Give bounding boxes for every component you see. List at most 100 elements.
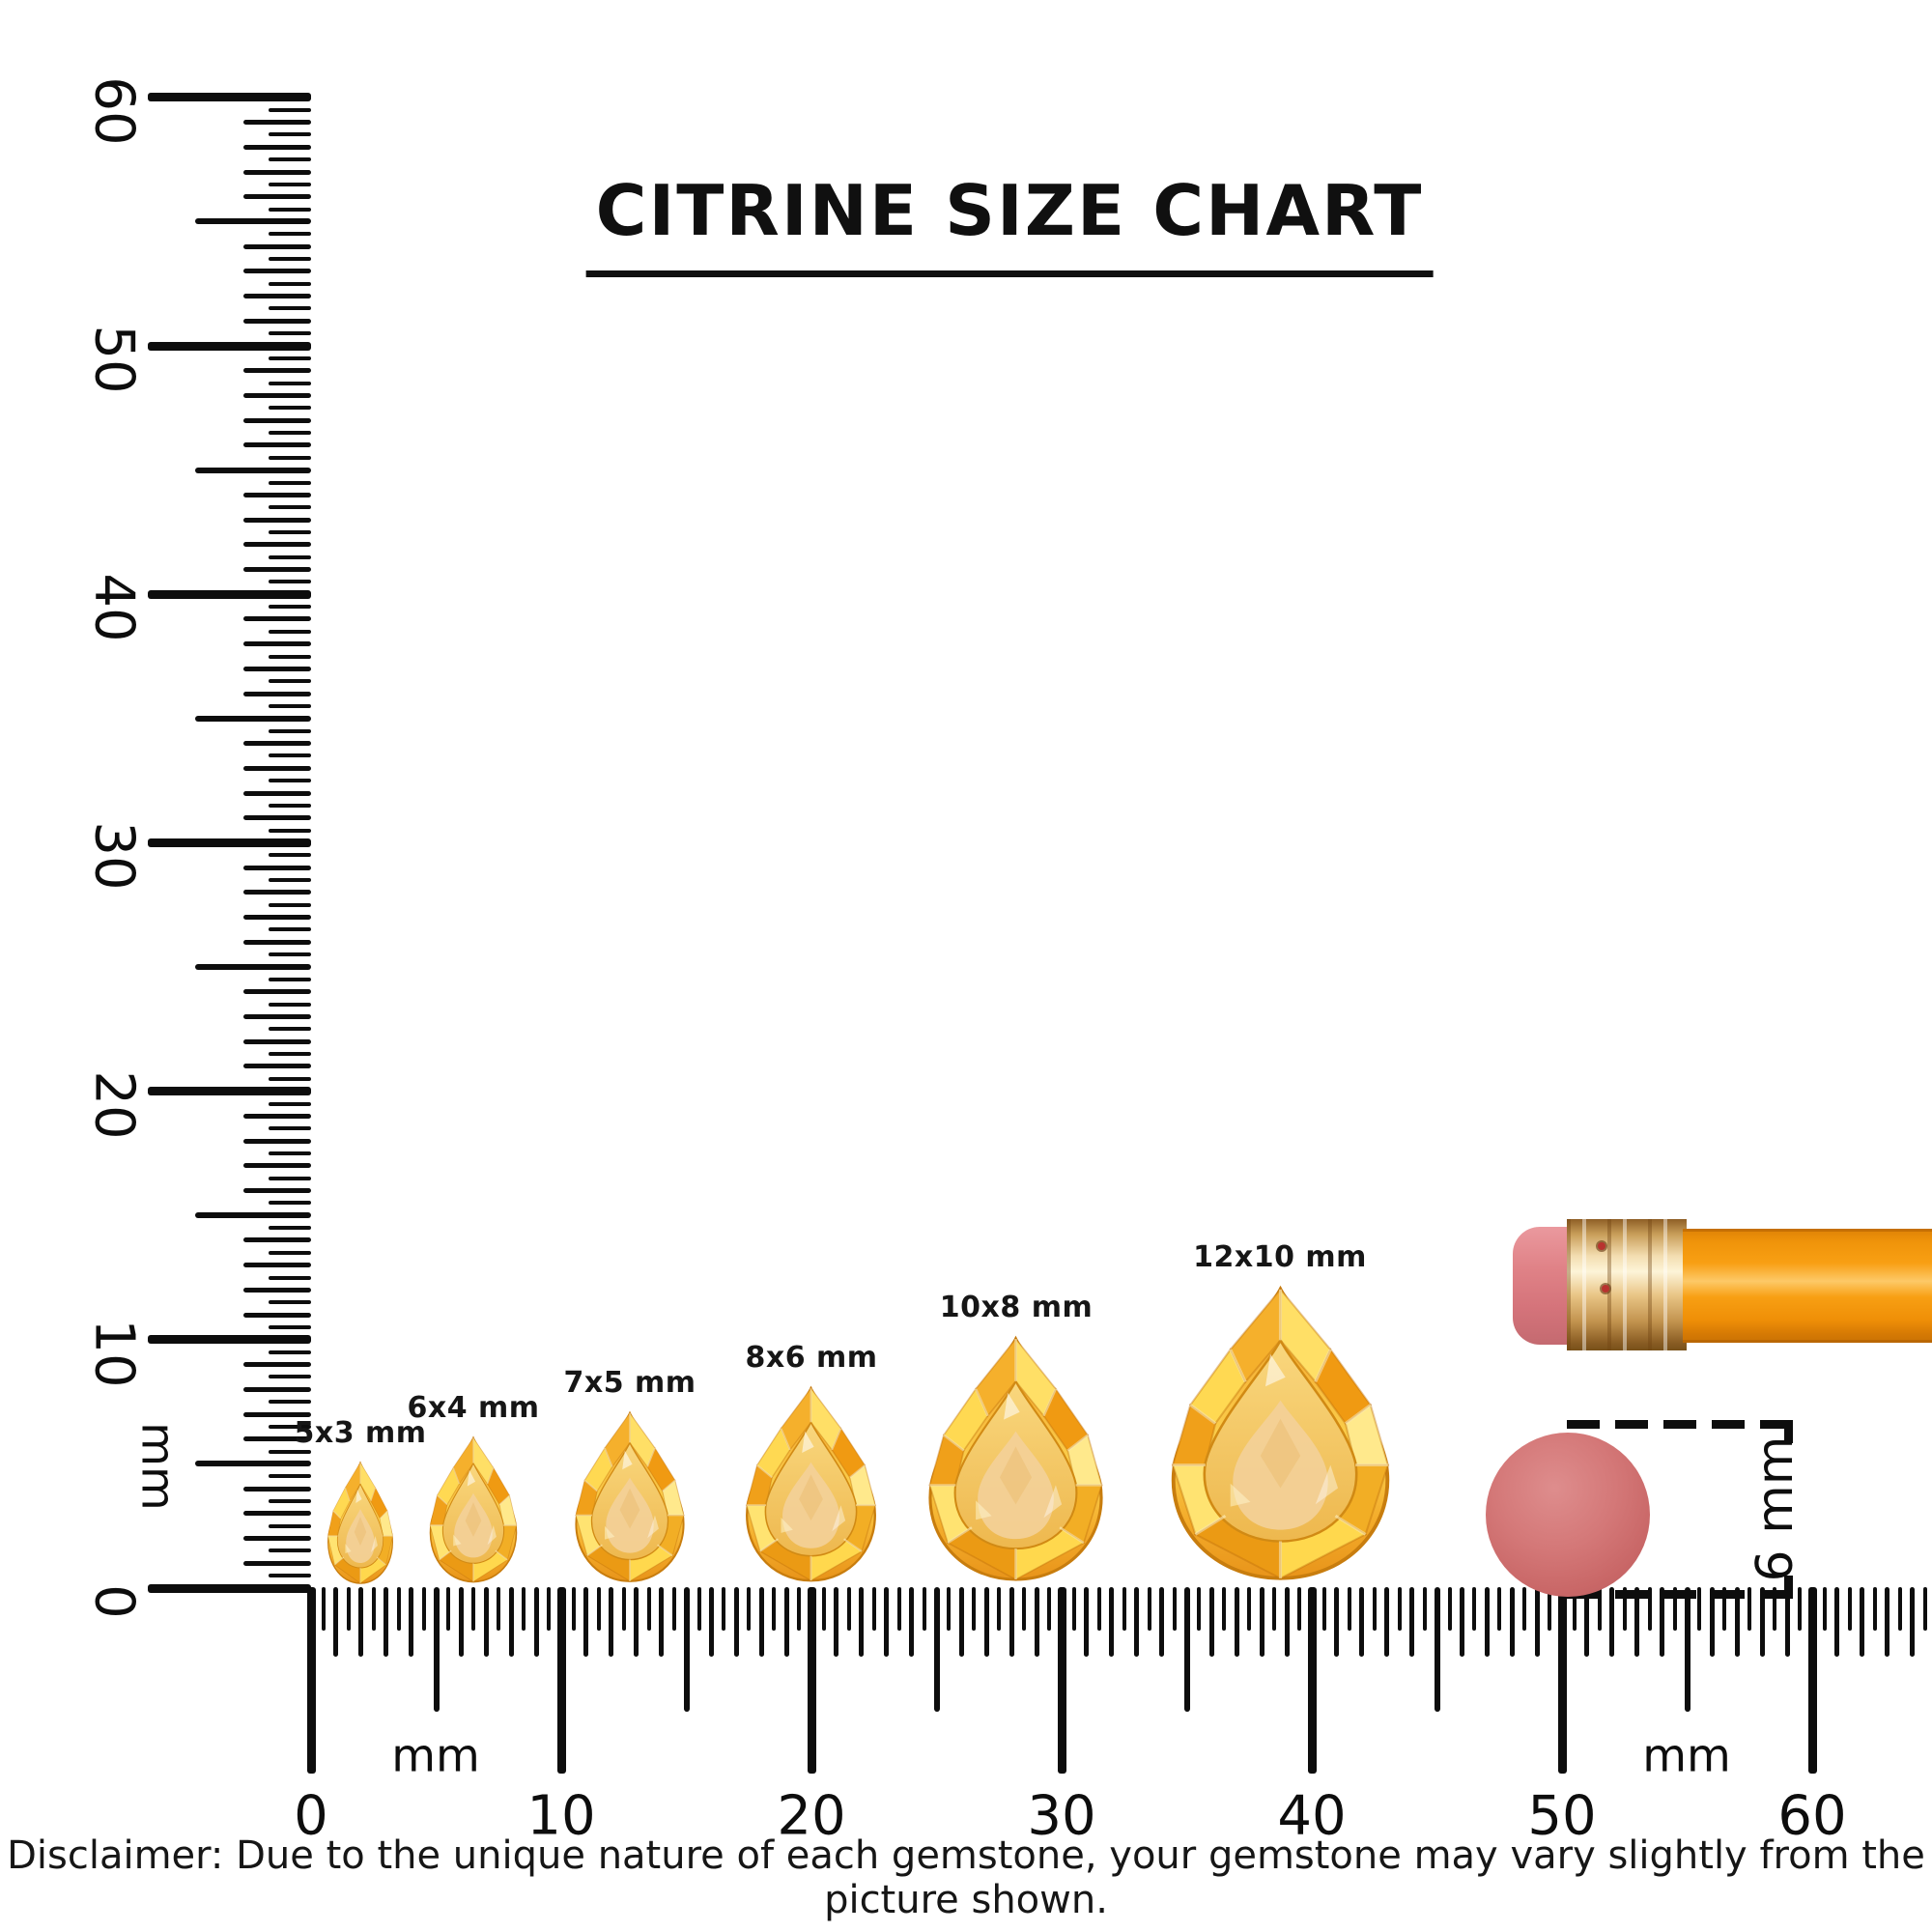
vertical-ruler-tick xyxy=(243,741,311,746)
horizontal-ruler-tick xyxy=(596,1587,601,1631)
gem-size-label: 12x10 mm xyxy=(1193,1240,1367,1274)
horizontal-ruler-tick xyxy=(1109,1587,1115,1657)
vertical-ruler-tick xyxy=(243,915,311,921)
horizontal-ruler-number: 40 xyxy=(1277,1784,1347,1848)
horizontal-ruler-tick xyxy=(1372,1587,1377,1631)
vertical-ruler-tick xyxy=(148,341,311,351)
vertical-ruler-tick xyxy=(243,1064,311,1069)
vertical-ruler-tick xyxy=(269,878,311,882)
horizontal-ruler-tick xyxy=(1034,1587,1039,1657)
gem-size-label: 8x6 mm xyxy=(745,1341,878,1375)
vertical-ruler-tick xyxy=(269,281,311,286)
vertical-ruler-tick xyxy=(243,492,311,497)
vertical-ruler-tick xyxy=(269,1548,311,1553)
horizontal-ruler-tick xyxy=(1872,1587,1877,1631)
vertical-ruler-tick xyxy=(269,455,311,460)
vertical-ruler-number: 40 xyxy=(82,573,146,642)
horizontal-ruler-tick xyxy=(1822,1587,1827,1631)
vertical-ruler-tick xyxy=(269,1176,311,1180)
horizontal-ruler-tick xyxy=(972,1587,977,1631)
horizontal-ruler-number: 30 xyxy=(1027,1784,1096,1848)
horizontal-ruler-tick xyxy=(1834,1587,1840,1657)
page-title: CITRINE SIZE CHART xyxy=(585,170,1434,277)
vertical-ruler-tick xyxy=(243,120,311,125)
horizontal-ruler-tick xyxy=(1307,1587,1317,1774)
vertical-ruler-tick xyxy=(243,1362,311,1367)
vertical-ruler-tick xyxy=(269,331,311,336)
horizontal-ruler-tick xyxy=(1522,1587,1527,1631)
vertical-ruler-tick xyxy=(269,703,311,708)
horizontal-ruler-tick xyxy=(896,1587,901,1631)
horizontal-ruler-tick xyxy=(1922,1587,1927,1631)
horizontal-ruler-tick xyxy=(1759,1587,1765,1657)
citrine-gem xyxy=(327,1462,394,1584)
vertical-ruler-tick xyxy=(243,616,311,622)
vertical-ruler-tick xyxy=(269,1499,311,1503)
horizontal-ruler-tick xyxy=(446,1587,451,1631)
horizontal-ruler-tick xyxy=(583,1587,589,1657)
horizontal-ruler-tick xyxy=(1347,1587,1351,1631)
vertical-ruler-tick xyxy=(269,728,311,733)
horizontal-ruler-tick xyxy=(1684,1587,1690,1712)
horizontal-ruler-tick xyxy=(1773,1587,1777,1631)
horizontal-ruler-tick xyxy=(1183,1587,1190,1712)
vertical-ruler-tick xyxy=(243,939,311,945)
vertical-ruler-tick xyxy=(243,1511,311,1517)
vertical-ruler-tick xyxy=(269,381,311,385)
vertical-ruler-tick xyxy=(269,182,311,186)
gem-size-label: 10x8 mm xyxy=(939,1291,1094,1324)
citrine-gem xyxy=(745,1386,877,1582)
horizontal-ruler-tick xyxy=(1472,1587,1477,1631)
horizontal-ruler-tick xyxy=(1208,1587,1214,1657)
horizontal-ruler-tick xyxy=(846,1587,851,1631)
vertical-ruler-tick xyxy=(243,691,311,696)
vertical-ruler-tick xyxy=(243,194,311,200)
horizontal-ruler-tick xyxy=(1634,1587,1640,1657)
horizontal-ruler-tick xyxy=(1359,1587,1365,1657)
vertical-ruler-tick xyxy=(269,554,311,559)
vertical-ruler-tick xyxy=(269,952,311,957)
horizontal-ruler-tick xyxy=(1422,1587,1427,1631)
horizontal-ruler-tick xyxy=(671,1587,676,1631)
vertical-ruler-tick xyxy=(269,306,311,311)
vertical-ruler-tick xyxy=(269,977,311,981)
horizontal-ruler-tick xyxy=(1084,1587,1090,1657)
measure-dash-bottom xyxy=(1567,1590,1793,1599)
vertical-ruler-tick xyxy=(243,392,311,398)
gem-size-label: 5x3 mm xyxy=(294,1416,427,1450)
horizontal-ruler-tick xyxy=(834,1587,839,1657)
horizontal-ruler-tick xyxy=(1910,1587,1916,1657)
horizontal-ruler-tick xyxy=(1697,1587,1702,1631)
vertical-ruler-tick xyxy=(243,1536,311,1542)
horizontal-ruler-number: 0 xyxy=(294,1784,328,1848)
horizontal-ruler-tick xyxy=(922,1587,926,1631)
vertical-ruler-tick xyxy=(269,1523,311,1528)
horizontal-ruler-tick xyxy=(1322,1587,1326,1631)
vertical-ruler-number: 20 xyxy=(82,1070,146,1140)
horizontal-ruler-tick xyxy=(1597,1587,1602,1631)
vertical-ruler-tick xyxy=(243,1436,311,1442)
vertical-ruler-tick xyxy=(243,1486,311,1492)
vertical-ruler-tick xyxy=(269,1400,311,1405)
vertical-ruler-tick xyxy=(269,431,311,435)
horizontal-ruler-tick xyxy=(1622,1587,1627,1631)
horizontal-ruler-tick xyxy=(747,1587,752,1631)
vertical-ruler-tick xyxy=(243,790,311,796)
horizontal-ruler-tick xyxy=(1147,1587,1151,1631)
vertical-ruler-tick xyxy=(269,629,311,634)
horizontal-ruler-tick xyxy=(1009,1587,1014,1657)
vertical-ruler-unit: mm xyxy=(130,1422,185,1511)
horizontal-ruler-tick xyxy=(1284,1587,1290,1657)
horizontal-ruler-tick xyxy=(821,1587,826,1631)
horizontal-ruler-tick xyxy=(522,1587,526,1631)
horizontal-ruler-tick xyxy=(1384,1587,1390,1657)
horizontal-ruler-tick xyxy=(1647,1587,1652,1631)
vertical-ruler-tick xyxy=(243,1411,311,1417)
vertical-ruler-tick xyxy=(243,989,311,995)
vertical-ruler-tick xyxy=(269,927,311,932)
horizontal-ruler-tick xyxy=(947,1587,952,1631)
horizontal-ruler-tick xyxy=(533,1587,539,1657)
vertical-ruler-tick xyxy=(243,641,311,647)
horizontal-ruler-tick xyxy=(572,1587,576,1631)
